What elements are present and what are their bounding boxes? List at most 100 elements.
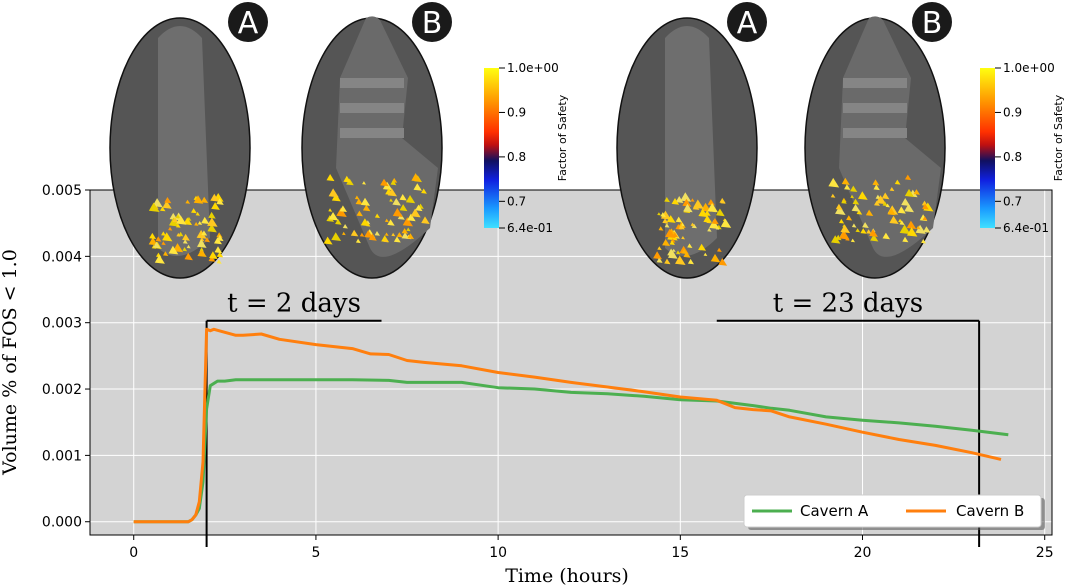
fos-element [421,216,430,224]
fos-element [675,216,683,223]
annotation-label: t = 2 days [227,289,361,319]
fos-element [874,200,880,206]
fos-element [683,251,691,258]
fos-element [839,230,850,240]
fos-element [387,188,397,197]
inset-badge-label: A [737,6,758,41]
fos-element [364,230,374,238]
fos-element [148,202,160,212]
fos-element [407,233,415,240]
fos-element [154,254,165,264]
fos-element [882,232,890,240]
fos-element [411,173,421,182]
fos-element [368,233,377,241]
fos-element [193,195,204,204]
x-tick-label: 15 [671,545,689,561]
fos-element [828,177,840,188]
fos-element [711,218,719,225]
fos-element [922,216,928,221]
fos-element [162,232,173,242]
fos-element [339,205,347,212]
fos-element [390,179,397,186]
fos-element [872,179,880,186]
fos-element [844,184,851,190]
fos-element [921,200,928,206]
fos-element [915,224,926,234]
colorbar-tick-label: 0.7 [507,194,526,208]
fos-element [183,217,193,226]
colorbar-tick-label: 0.9 [1003,105,1022,119]
fos-element [683,203,693,213]
fos-element [664,258,671,265]
fos-element [839,218,845,224]
fos-element [841,198,847,204]
fos-element [657,246,662,251]
inset-badge [912,2,952,42]
fos-element [354,195,360,200]
fos-element [866,229,872,234]
annotation-label: t = 23 days [773,289,923,319]
fos-element [906,227,918,237]
cavern-band [843,128,907,138]
fos-element [328,208,333,212]
x-tick-label: 20 [854,545,872,561]
colorbar: 1.0e+00 0.9 0.8 0.7 6.4e-01 Factor of Safety [484,61,569,235]
fos-element [675,255,686,265]
fos-element [199,247,204,251]
cavern-inset-a: A [616,2,767,279]
fos-element [846,215,853,221]
fos-element [161,241,166,246]
colorbar: 1.0e+00 0.9 0.8 0.7 6.4e-01 Factor of Safety [980,61,1065,235]
fos-element [208,255,216,262]
cavern-band [843,78,907,88]
fos-element [374,213,380,218]
fos-element [421,188,427,194]
fos-element [384,232,389,236]
fos-element [681,236,685,240]
fos-element [913,189,920,195]
fos-element [678,224,685,230]
fos-element [666,215,676,223]
fos-element [664,197,670,203]
fos-element [391,232,396,237]
fos-element [658,226,664,231]
fos-element [374,231,380,236]
fos-element [850,238,855,243]
fos-element [870,234,879,242]
inset-badge [412,2,452,42]
fos-element [392,208,403,217]
fos-element [216,234,224,242]
fos-element [672,248,676,252]
fos-element [160,206,166,212]
fos-element [342,224,348,229]
fos-element [161,231,166,236]
colorbar-tick-label: 0.8 [507,150,526,164]
fos-element [405,195,416,204]
fos-element [862,222,869,228]
fos-element [328,212,339,221]
fos-element [897,206,906,214]
fos-element [172,217,179,223]
fos-element [208,211,216,219]
fos-element [850,194,855,199]
colorbar-title: Factor of Safety [1052,94,1065,181]
fos-element [201,216,210,224]
fos-element [176,215,187,225]
fos-element [860,228,867,234]
fos-element [173,243,184,253]
fos-element [216,198,224,205]
fos-element [660,212,666,217]
y-axis-label: Volume % of FOS < 1.0 [0,249,21,476]
fos-element [214,246,223,254]
cavern-band [843,103,907,113]
fos-element [207,217,218,227]
fos-element [916,225,921,230]
fos-element [201,230,208,236]
colorbar-tick-label: 6.4e-01 [507,221,553,235]
fos-element [401,228,409,234]
fos-element [656,257,663,263]
fos-element [153,241,161,249]
fos-element [169,212,178,220]
fos-element [716,208,725,217]
